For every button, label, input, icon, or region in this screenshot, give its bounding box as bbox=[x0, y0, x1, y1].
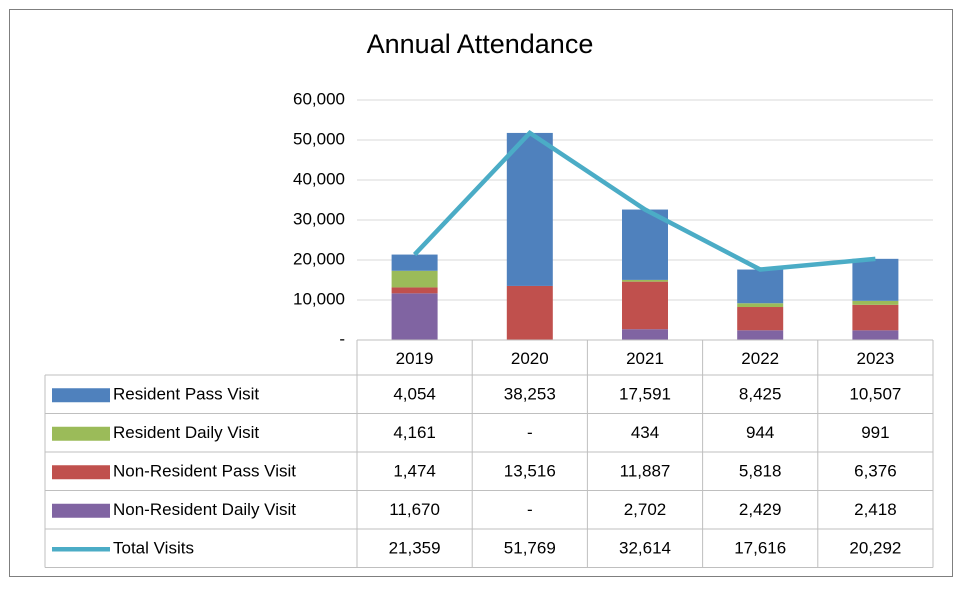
x-tick-label: 2023 bbox=[856, 349, 894, 368]
legend-label: Non-Resident Pass Visit bbox=[113, 462, 296, 481]
table-value: 5,818 bbox=[739, 462, 782, 481]
table-value: 4,054 bbox=[393, 385, 436, 404]
table-value: 21,359 bbox=[389, 539, 441, 558]
legend-key bbox=[52, 388, 110, 403]
table-value: 17,616 bbox=[734, 539, 786, 558]
bar-segment bbox=[391, 293, 438, 340]
table-value: 10,507 bbox=[849, 385, 901, 404]
bar-segment bbox=[391, 287, 438, 294]
table-value: - bbox=[527, 500, 533, 519]
bar-segment bbox=[852, 330, 899, 340]
bar-segment bbox=[737, 303, 784, 308]
legend-label: Resident Daily Visit bbox=[113, 423, 259, 442]
bar-segment bbox=[852, 304, 899, 331]
y-tick-label: 30,000 bbox=[293, 209, 345, 228]
table-value: 32,614 bbox=[619, 539, 671, 558]
chart-title: Annual Attendance bbox=[367, 29, 594, 59]
legend-key bbox=[52, 426, 110, 441]
table-value: 2,429 bbox=[739, 500, 782, 519]
bar-segment bbox=[852, 300, 899, 305]
legend-label: Resident Pass Visit bbox=[113, 385, 259, 404]
legend-label: Total Visits bbox=[113, 539, 194, 558]
bar-segment bbox=[622, 281, 668, 330]
bar-segment bbox=[622, 329, 668, 340]
y-tick-label: 60,000 bbox=[293, 89, 345, 108]
legend-label: Non-Resident Daily Visit bbox=[113, 500, 296, 519]
y-tick-label: 40,000 bbox=[293, 169, 345, 188]
table-value: 38,253 bbox=[504, 385, 556, 404]
table-value: 4,161 bbox=[393, 423, 436, 442]
table-value: 6,376 bbox=[854, 462, 897, 481]
bar-segment bbox=[622, 209, 668, 280]
bar-segment bbox=[506, 285, 553, 340]
x-tick-label: 2019 bbox=[396, 349, 434, 368]
table-value: 51,769 bbox=[504, 539, 556, 558]
table-value: 11,670 bbox=[389, 500, 440, 519]
table-value: 991 bbox=[861, 423, 889, 442]
total-line bbox=[412, 130, 876, 272]
bar-segment bbox=[391, 270, 438, 288]
table-value: 1,474 bbox=[393, 462, 436, 481]
table-value: 2,702 bbox=[624, 500, 667, 519]
chart-border bbox=[9, 9, 953, 577]
bar-segment bbox=[506, 132, 553, 286]
table-value: 20,292 bbox=[849, 539, 901, 558]
x-tick-label: 2021 bbox=[626, 349, 664, 368]
y-tick-label: 20,000 bbox=[293, 249, 345, 268]
table-value: 434 bbox=[631, 423, 659, 442]
legend-key bbox=[52, 503, 110, 518]
x-tick-label: 2020 bbox=[511, 349, 549, 368]
legend-key bbox=[52, 465, 110, 480]
table-value: 11,887 bbox=[620, 462, 671, 481]
bar-segment bbox=[737, 330, 784, 340]
table-value: - bbox=[527, 423, 533, 442]
y-tick-label: - bbox=[339, 329, 345, 348]
y-tick-label: 10,000 bbox=[293, 289, 345, 308]
table-value: 8,425 bbox=[739, 385, 782, 404]
bar-segment bbox=[391, 254, 438, 271]
table-value: 17,591 bbox=[619, 385, 671, 404]
bar-segment bbox=[737, 307, 784, 331]
table-value: 13,516 bbox=[504, 462, 556, 481]
bar-segment bbox=[852, 258, 899, 301]
table-value: 2,418 bbox=[854, 500, 897, 519]
bar-segment bbox=[622, 279, 668, 282]
y-tick-label: 50,000 bbox=[293, 129, 345, 148]
bar-segment bbox=[737, 269, 784, 304]
x-tick-label: 2022 bbox=[741, 349, 779, 368]
table-value: 944 bbox=[746, 423, 774, 442]
